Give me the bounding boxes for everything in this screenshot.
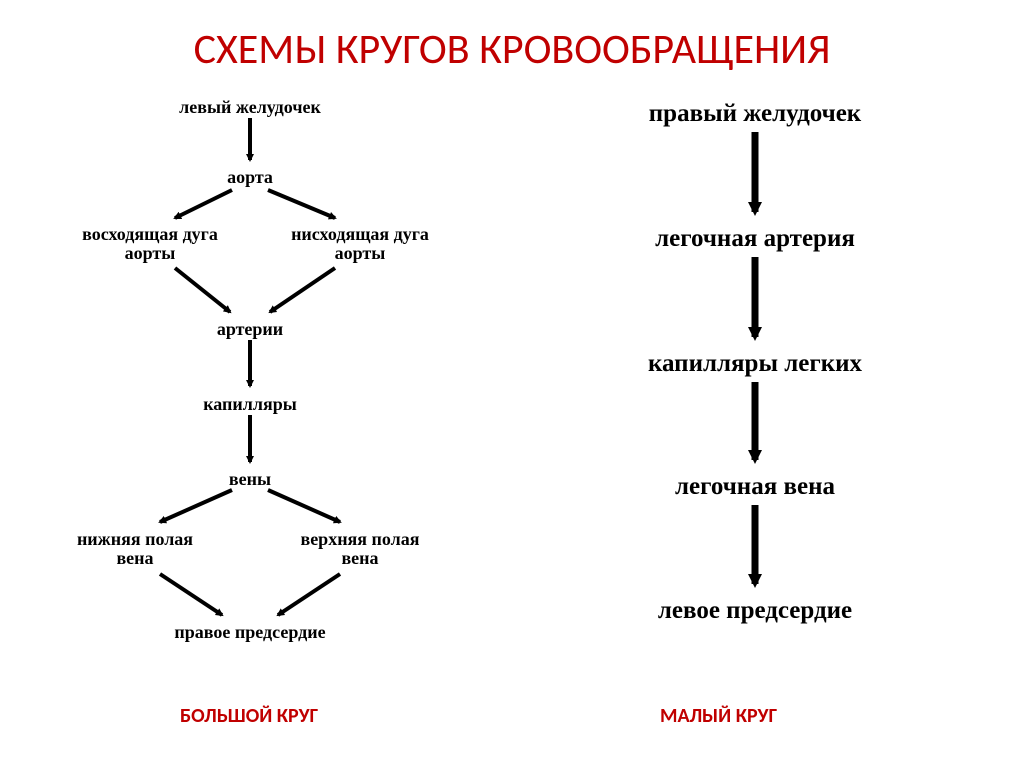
left_diagram-node-asc: восходящая дуга аорты: [60, 225, 240, 264]
left_diagram-arrow-desc-to-art: [270, 268, 335, 312]
right_diagram-node-pcap: капилляры легких: [595, 350, 915, 377]
left_diagram-node-lv: левый желудочек: [150, 98, 350, 117]
left-caption: БОЛЬШОЙ КРУГ: [180, 704, 318, 728]
page-title: СХЕМЫ КРУГОВ КРОВООБРАЩЕНИЯ: [0, 24, 1024, 75]
left_diagram-node-veins: вены: [200, 470, 300, 489]
right_diagram-node-la: левое предсердие: [595, 597, 915, 624]
left_diagram-arrow-ivc-to-ra: [160, 574, 222, 615]
left_diagram-arrow-aorta-to-desc: [268, 190, 335, 218]
right_diagram-node-pa: легочная артерия: [595, 225, 915, 252]
left_diagram-node-aorta: аорта: [200, 168, 300, 187]
left_diagram-node-cap: капилляры: [180, 395, 320, 414]
left_diagram-node-ra: правое предсердие: [140, 623, 360, 642]
page: СХЕМЫ КРУГОВ КРОВООБРАЩЕНИЯ БОЛЬШОЙ КРУГ…: [0, 0, 1024, 767]
left_diagram-arrow-aorta-to-asc: [175, 190, 232, 218]
right_diagram-node-rv: правый желудочек: [595, 100, 915, 127]
left_diagram-node-desc: нисходящая дуга аорты: [270, 225, 450, 264]
left_diagram-arrow-veins-to-svc: [268, 490, 340, 522]
left_diagram-arrow-asc-to-art: [175, 268, 230, 312]
right_diagram-node-pv: легочная вена: [595, 473, 915, 500]
left_diagram-node-svc: верхняя полая вена: [280, 530, 440, 569]
left_diagram-arrow-veins-to-ivc: [160, 490, 232, 522]
left_diagram-node-ivc: нижняя полая вена: [55, 530, 215, 569]
right-caption: МАЛЫЙ КРУГ: [660, 704, 777, 728]
left_diagram-node-art: артерии: [190, 320, 310, 339]
left_diagram-arrow-svc-to-ra: [278, 574, 340, 615]
